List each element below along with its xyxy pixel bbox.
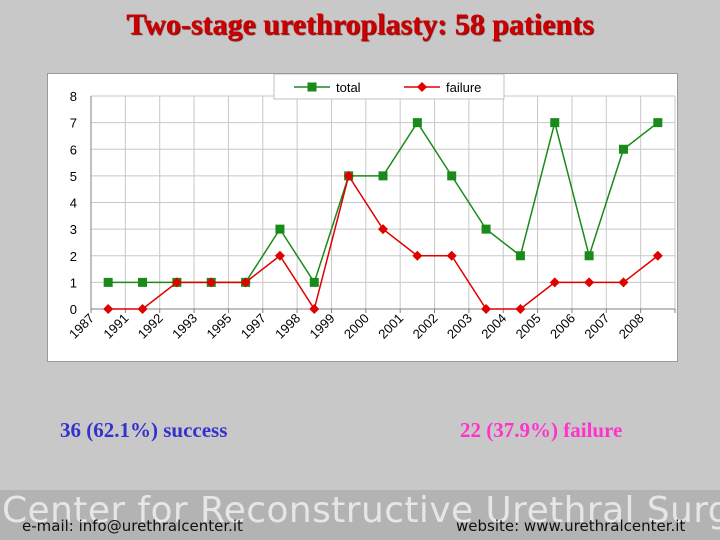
- point-total: [584, 251, 594, 261]
- x-tick-label: 2002: [410, 311, 441, 342]
- y-tick-label: 3: [70, 222, 77, 237]
- series-line-failure: [108, 174, 659, 311]
- point-failure: [103, 304, 114, 314]
- point-failure: [584, 277, 595, 288]
- point-total: [412, 118, 422, 128]
- y-tick-label: 4: [70, 196, 77, 211]
- point-failure: [446, 250, 457, 261]
- x-tick-label: 2003: [444, 311, 475, 342]
- x-tick-label: 2000: [341, 311, 372, 342]
- y-tick-label: 6: [70, 142, 77, 157]
- footer-banner: Center for Reconstructive Urethral Surge…: [0, 490, 720, 540]
- point-total: [275, 224, 285, 234]
- point-failure: [137, 304, 148, 314]
- legend-label-failure: failure: [446, 80, 481, 95]
- point-failure: [378, 224, 388, 235]
- x-tick-label: 2001: [375, 311, 406, 342]
- point-failure: [274, 250, 285, 261]
- point-failure: [240, 277, 251, 288]
- x-tick-label: 2007: [581, 311, 612, 342]
- point-total: [653, 118, 663, 128]
- point-total: [138, 277, 148, 287]
- x-tick-label: 1999: [307, 311, 338, 342]
- point-failure: [481, 304, 492, 314]
- point-failure: [206, 277, 217, 288]
- point-total: [447, 171, 457, 181]
- slide-title: Two-stage urethroplasty: 58 patients: [126, 8, 594, 41]
- point-failure: [171, 277, 182, 288]
- x-tick-label: 1998: [272, 311, 303, 342]
- y-tick-label: 0: [70, 302, 77, 317]
- x-tick-label: 1993: [169, 311, 200, 342]
- x-tick-label: 2008: [616, 311, 647, 342]
- failure-summary: 22 (37.9%) failure: [460, 418, 623, 442]
- point-total: [618, 144, 628, 154]
- legend-label-total: total: [336, 80, 361, 95]
- x-tick-label: 1997: [238, 311, 269, 342]
- x-tick-label: 2004: [478, 311, 509, 342]
- x-tick-label: 2006: [547, 311, 578, 342]
- y-tick-label: 1: [70, 275, 77, 290]
- point-failure: [412, 250, 423, 261]
- point-total: [550, 118, 560, 128]
- point-failure: [652, 250, 663, 261]
- legend-marker-failure: [417, 82, 427, 92]
- point-failure: [343, 170, 354, 181]
- legend-marker-total: [307, 82, 317, 92]
- chart-area: 0 1 2 3 4 5 6 7 8 1987 1991 1992 1993 1995 1997 1998 199…: [47, 73, 678, 362]
- y-tick-label: 7: [70, 116, 77, 131]
- point-total: [378, 171, 388, 181]
- y-tick-label: 8: [70, 89, 77, 104]
- y-tick-label: 5: [70, 169, 77, 184]
- x-tick-label: 1991: [100, 311, 131, 342]
- footer-website: website: www.urethralcenter.it: [456, 517, 686, 535]
- x-tick-label: 2005: [513, 311, 544, 342]
- success-summary: 36 (62.1%) success: [60, 418, 228, 442]
- point-total: [515, 251, 525, 261]
- point-total: [103, 277, 113, 287]
- point-failure: [618, 277, 629, 288]
- x-tick-label: 1992: [135, 311, 166, 342]
- point-total: [309, 277, 319, 287]
- point-total: [481, 224, 491, 234]
- center-banner-text: Center for Reconstructive Urethral Surge…: [2, 490, 720, 531]
- y-tick-label: 2: [70, 249, 77, 264]
- x-tick-label: 1995: [203, 311, 234, 342]
- point-failure: [515, 304, 526, 314]
- footer-email: e-mail: info@urethralcenter.it: [22, 517, 243, 535]
- point-failure: [549, 277, 560, 288]
- point-failure: [309, 304, 320, 314]
